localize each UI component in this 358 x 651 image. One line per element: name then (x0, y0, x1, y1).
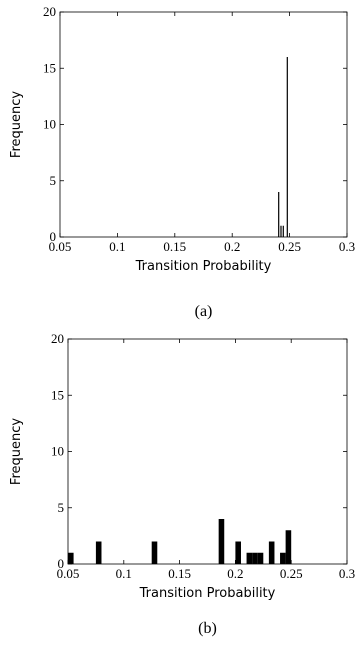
histogram-bar (151, 541, 158, 564)
x-tick-label: 0.3 (339, 239, 355, 254)
panel-caption: (a) (195, 303, 213, 320)
histogram-bar (280, 225, 282, 237)
x-tick-label: 0.05 (49, 239, 72, 254)
x-tick-label: 0.1 (109, 239, 125, 254)
y-tick-label: 20 (43, 4, 56, 19)
x-tick-label: 0.05 (57, 566, 80, 581)
histogram-bar (285, 530, 292, 564)
x-tick-label: 0.15 (168, 566, 191, 581)
x-tick-label: 0.15 (163, 239, 186, 254)
histogram-bar (252, 552, 258, 564)
x-tick-label: 0.25 (280, 566, 303, 581)
x-tick-label: 0.2 (227, 566, 243, 581)
histogram-bar (246, 552, 253, 564)
y-tick-label: 0 (50, 229, 57, 244)
histogram-bar (282, 225, 284, 237)
x-tick-label: 0.2 (224, 239, 240, 254)
histogram-bar (257, 552, 264, 564)
y-tick-label: 0 (58, 556, 65, 571)
panel-caption: (b) (198, 620, 217, 637)
histogram-bar (218, 519, 225, 564)
axes-frame (67, 338, 348, 565)
y-tick-label: 15 (43, 60, 56, 75)
histogram-panel-b: 0 5 10 15 20 0.05 0.1 0.15 0.2 0.25 0.3 Transition … (9, 331, 355, 637)
histogram-bar (286, 57, 288, 237)
x-axis-title: Transition Probability (135, 259, 272, 274)
x-tick-label: 0.25 (278, 239, 301, 254)
x-tick-label: 0.3 (339, 566, 355, 581)
y-tick-label: 15 (51, 387, 64, 402)
y-tick-label: 5 (50, 173, 57, 188)
histogram-bar (268, 541, 275, 564)
histogram-panel-a: 0 5 10 15 20 0.05 0.1 0.15 0.2 0.25 0.3 Transition … (9, 4, 355, 320)
x-tick-label: 0.1 (116, 566, 132, 581)
histogram-bar (278, 192, 280, 237)
histogram-bar (68, 552, 74, 564)
x-axis-title: Transition Probability (139, 586, 276, 601)
histogram-bar (280, 552, 286, 564)
y-tick-label: 10 (43, 117, 56, 132)
y-tick-label: 20 (51, 331, 64, 346)
histogram-bar (235, 541, 241, 564)
axes-frame (59, 11, 348, 238)
y-axis-title: Frequency (9, 418, 24, 485)
histogram-bar (95, 541, 102, 564)
y-axis-title: Frequency (9, 91, 24, 158)
y-tick-label: 5 (58, 500, 65, 515)
y-tick-label: 10 (51, 444, 64, 459)
